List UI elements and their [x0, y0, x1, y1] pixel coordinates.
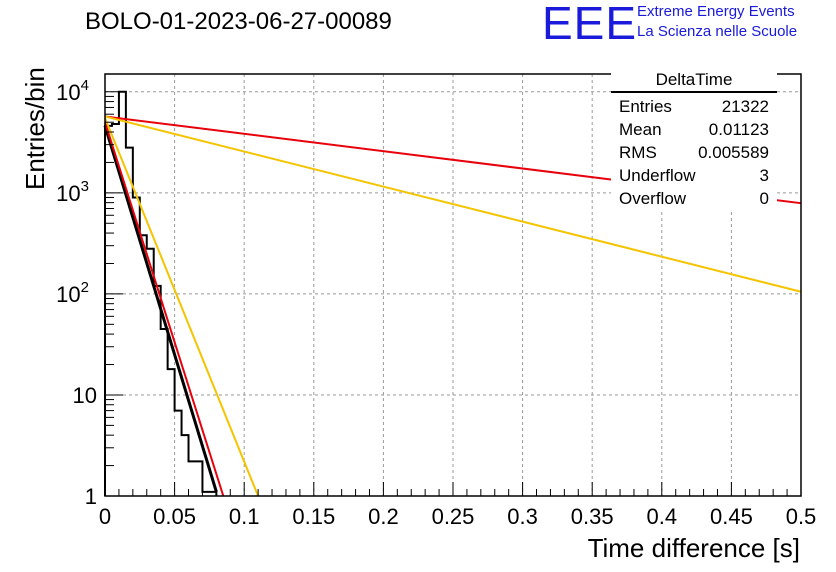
axis-ticks	[104, 91, 802, 497]
x-tick-label: 0.1	[229, 504, 260, 529]
x-tick-label: 0.15	[292, 504, 335, 529]
x-tick-label: 0.2	[368, 504, 399, 529]
stat-value: 3	[759, 166, 769, 185]
fit-line-1	[103, 125, 218, 493]
x-axis-label: Time difference [s]	[587, 533, 800, 563]
logo-line-1: Extreme Energy Events	[637, 3, 795, 20]
stat-value: 0.005589	[698, 143, 769, 162]
stat-value: 21322	[721, 97, 769, 116]
x-tick-label: 0.5	[786, 504, 817, 529]
stat-label: Mean	[619, 120, 662, 139]
stat-value: 0	[759, 189, 769, 208]
fit-line-3	[104, 117, 260, 497]
stats-box: DeltaTime Entries 21322 Mean 0.01123 RMS…	[611, 70, 777, 210]
stat-row-entries: Entries 21322	[611, 95, 777, 118]
y-tick-label: 10	[73, 383, 97, 408]
stat-label: Underflow	[619, 166, 696, 185]
logo-line-2: La Scienza nelle Scuole	[637, 23, 798, 40]
y-tick-label: 104	[56, 77, 89, 105]
y-axis-label: Entries/bin	[20, 67, 50, 190]
y-tick-label: 1	[85, 484, 97, 509]
stat-row-rms: RMS 0.005589	[611, 141, 777, 164]
grid	[105, 74, 801, 496]
x-tick-label: 0.25	[432, 504, 475, 529]
x-tick-label: 0	[99, 504, 111, 529]
x-tick-label: 0.05	[153, 504, 196, 529]
x-tick-label: 0.45	[710, 504, 753, 529]
fit-lines	[103, 115, 802, 497]
x-tick-label: 0.35	[571, 504, 614, 529]
x-tick-label: 0.3	[507, 504, 538, 529]
stats-title: DeltaTime	[611, 70, 777, 93]
fit-line-2	[104, 121, 225, 497]
x-tick-label: 0.4	[647, 504, 678, 529]
stat-row-underflow: Underflow 3	[611, 164, 777, 187]
stat-label: RMS	[619, 143, 657, 162]
tick-labels: 0 0.05 0.1 0.15 0.2 0.25 0.3 0.35 0.4 0.45 0.5 1 10 1…	[56, 77, 816, 529]
y-tick-label: 103	[56, 178, 89, 206]
chart-title: BOLO-01-2023-06-27-00089	[85, 8, 392, 35]
stat-label: Entries	[619, 97, 672, 116]
stat-row-overflow: Overflow 0	[611, 187, 777, 210]
y-tick-label: 102	[56, 279, 89, 307]
stat-label: Overflow	[619, 189, 687, 208]
stat-row-mean: Mean 0.01123	[611, 118, 777, 141]
fit-line-5	[104, 115, 802, 293]
stat-value: 0.01123	[708, 120, 769, 139]
eee-logo: EEE	[542, 0, 638, 49]
